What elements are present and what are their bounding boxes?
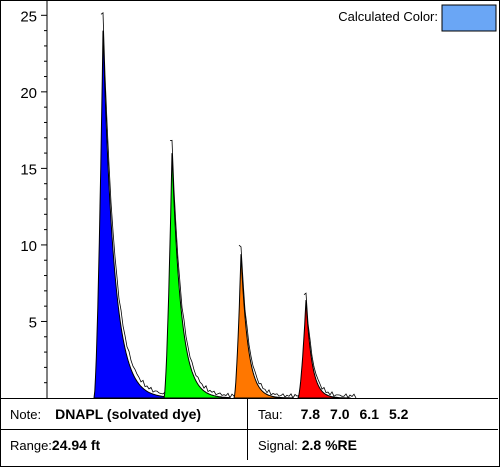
- tau-value-3: 6.1: [359, 406, 379, 422]
- y-tick-label: 15: [20, 161, 37, 178]
- peak-area-2: [163, 153, 231, 398]
- tau-values: 7.8 7.0 6.1 5.2: [301, 406, 409, 422]
- y-tick-label: 25: [20, 8, 37, 25]
- y-tick-label: 20: [20, 85, 37, 102]
- signal-label: Signal:: [258, 437, 298, 453]
- peak-trace-3: [238, 244, 300, 398]
- calculated-color-legend: Calculated Color:: [338, 4, 497, 32]
- note-label: Note:: [10, 406, 42, 422]
- signal-value: 2.8 %RE: [301, 437, 357, 453]
- signal-cell: Signal: 2.8 %RE: [248, 430, 498, 460]
- calculated-color-swatch: [441, 4, 497, 32]
- peak-trace-4: [303, 292, 357, 398]
- peak-trace-1: [100, 12, 174, 398]
- tau-cell: Tau: 7.8 7.0 6.1 5.2: [248, 399, 498, 429]
- tau-label: Tau:: [258, 406, 283, 422]
- peak-area-3: [233, 254, 294, 398]
- note-cell: Note: DNAPL (solvated dye): [0, 399, 248, 429]
- waveform-peaks: [93, 12, 357, 398]
- range-value: 24.94 ft: [51, 437, 101, 453]
- calculated-color-label: Calculated Color:: [338, 9, 438, 24]
- tau-value-1: 7.8: [300, 406, 321, 422]
- peak-area-4: [297, 299, 351, 398]
- y-tick-label: 5: [29, 314, 37, 331]
- note-value: DNAPL (solvated dye): [55, 406, 202, 422]
- waveform-chart: 5 10 15 20 25 Calculated Color:: [20, 0, 497, 398]
- y-axis: 5 10 15 20 25: [20, 0, 48, 398]
- range-cell: Range: 24.94 ft: [0, 430, 248, 460]
- info-row-2: Range: 24.94 ft Signal: 2.8 %RE: [0, 429, 498, 460]
- peak-trace-2: [169, 139, 237, 398]
- info-panel: Note: DNAPL (solvated dye) Tau: 7.8 7.0 …: [0, 398, 498, 465]
- info-row-1: Note: DNAPL (solvated dye) Tau: 7.8 7.0 …: [0, 398, 498, 429]
- peak-area-1: [93, 30, 169, 398]
- tau-value-2: 7.0: [330, 406, 350, 422]
- range-label: Range:: [10, 437, 52, 453]
- tau-value-4: 5.2: [388, 406, 409, 422]
- y-tick-label: 10: [20, 238, 37, 255]
